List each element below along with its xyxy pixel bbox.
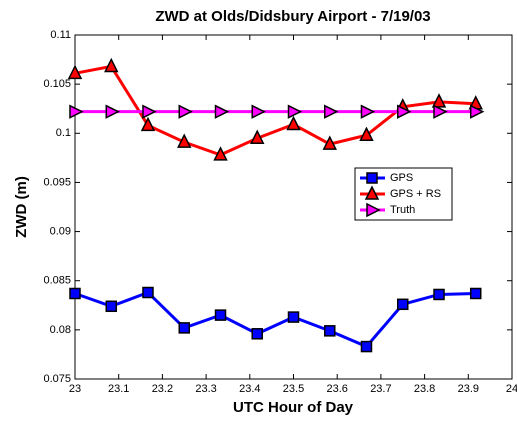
x-tick-label: 23.5 (283, 383, 304, 395)
x-tick-label: 23.7 (370, 383, 391, 395)
series-line (74, 290, 476, 349)
legend-marker (364, 185, 380, 200)
data-point (324, 325, 336, 337)
data-point (397, 298, 409, 311)
y-tick-label: 0.08 (50, 324, 71, 336)
data-point (214, 309, 227, 321)
data-point (469, 104, 485, 119)
data-point (360, 340, 373, 353)
x-tick-label: 23 (69, 383, 81, 395)
legend-marker (366, 172, 378, 184)
y-axis-label: ZWD (m) (13, 176, 30, 238)
data-point (105, 300, 118, 313)
y-tick-label: 0.095 (43, 176, 71, 188)
data-point (322, 135, 337, 150)
data-point (359, 126, 374, 142)
data-point (469, 287, 482, 300)
data-point (360, 104, 376, 119)
data-point (104, 57, 119, 73)
y-tick-label: 0.075 (43, 373, 71, 385)
data-point (287, 311, 300, 323)
data-point (67, 64, 83, 80)
data-point (140, 116, 156, 132)
data-point (397, 104, 412, 119)
x-tick-label: 23.4 (239, 383, 260, 395)
legend-label: GPS + RS (390, 188, 441, 200)
data-point (213, 146, 228, 161)
data-point (431, 93, 447, 108)
data-point (69, 287, 81, 300)
x-tick-label: 23.9 (458, 383, 479, 395)
x-tick-label: 23.1 (108, 383, 129, 395)
data-point (433, 104, 448, 119)
data-point (178, 104, 193, 119)
y-tick-label: 0.105 (43, 78, 71, 90)
data-point (142, 286, 154, 299)
data-point (177, 133, 192, 148)
chart-title: ZWD at Olds/Didsbury Airport - 7/19/03 (155, 8, 430, 25)
data-point (250, 129, 265, 144)
data-point (251, 328, 263, 340)
data-point (433, 288, 445, 301)
x-tick-label: 23.3 (195, 383, 216, 395)
data-point (178, 322, 190, 334)
legend-label: Truth (390, 204, 415, 216)
x-tick-label: 23.8 (414, 383, 435, 395)
x-axis-label: UTC Hour of Day (233, 399, 354, 416)
data-point (69, 104, 84, 119)
x-tick-label: 23.2 (152, 383, 173, 395)
data-point (142, 104, 157, 119)
data-point (287, 104, 303, 119)
data-point (251, 104, 266, 119)
y-tick-label: 0.09 (50, 225, 71, 237)
y-tick-label: 0.1 (56, 127, 71, 139)
data-point (286, 115, 301, 131)
x-tick-label: 23.6 (326, 383, 347, 395)
legend-label: GPS (390, 172, 413, 184)
y-tick-label: 0.11 (50, 29, 71, 41)
series-line (74, 64, 476, 157)
y-tick-label: 0.085 (43, 275, 71, 287)
x-tick-label: 24 (506, 383, 517, 395)
legend-marker (366, 202, 381, 218)
data-point (214, 104, 230, 119)
data-point (324, 104, 339, 119)
data-point (105, 104, 120, 119)
